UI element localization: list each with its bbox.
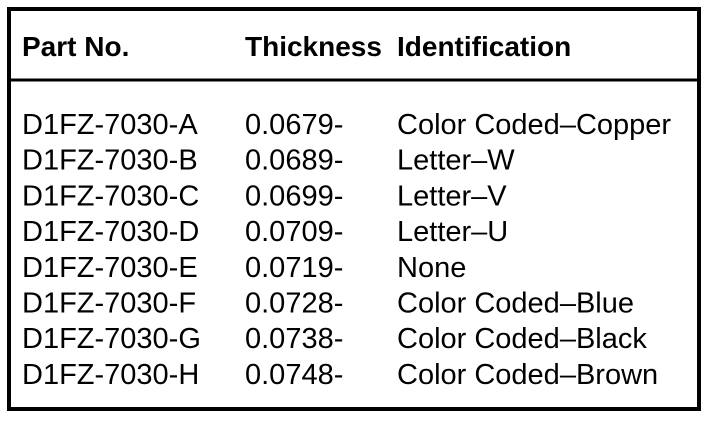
table-cell: D1FZ-7030-G: [22, 323, 201, 355]
table-cell: 0.0728-: [245, 288, 343, 320]
table-cell: Color Coded–Brown: [397, 359, 658, 391]
table-cell: Letter–U: [397, 216, 508, 248]
header-cell: Thickness: [245, 31, 382, 62]
table-cell: 0.0689-: [245, 145, 343, 177]
table-cell: Letter–W: [397, 145, 515, 177]
table-cell: 0.0709-: [245, 216, 343, 248]
table-cell: Color Coded–Copper: [397, 109, 671, 141]
table-cell: D1FZ-7030-F: [22, 288, 196, 320]
table-cell: Color Coded–Blue: [397, 288, 634, 320]
table-cell: D1FZ-7030-C: [22, 180, 199, 212]
table-cell: Letter–V: [397, 180, 507, 212]
table-cell: None: [397, 252, 466, 284]
table-cell: D1FZ-7030-H: [22, 359, 199, 391]
table-border: [7, 7, 701, 411]
table-cell: D1FZ-7030-B: [22, 145, 198, 177]
table-cell: D1FZ-7030-D: [22, 216, 199, 248]
table-cell: D1FZ-7030-A: [22, 109, 198, 141]
table-cell: D1FZ-7030-E: [22, 252, 198, 284]
header-cell: Part No.: [22, 31, 129, 62]
table-cell: Color Coded–Black: [397, 323, 647, 355]
table-cell: 0.0719-: [245, 252, 343, 284]
header-cell: Identification: [397, 31, 571, 62]
table-cell: 0.0679-: [245, 109, 343, 141]
table-cell: 0.0748-: [245, 359, 343, 391]
table-cell: 0.0738-: [245, 323, 343, 355]
table-cell: 0.0699-: [245, 180, 343, 212]
